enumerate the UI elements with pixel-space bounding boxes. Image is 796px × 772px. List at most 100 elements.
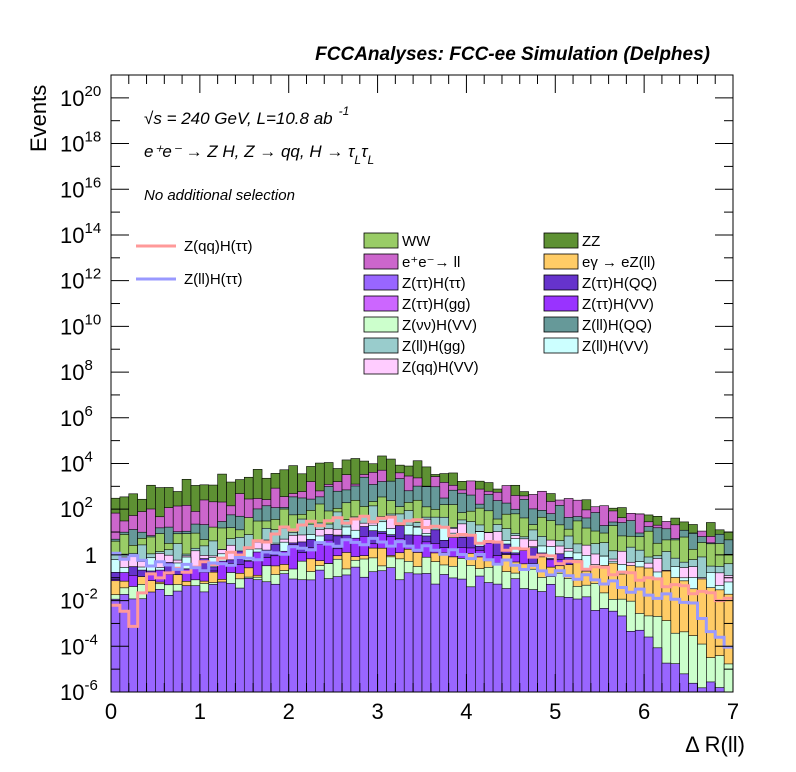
histogram-bar — [368, 571, 378, 693]
signal-line — [111, 536, 733, 649]
histogram-bar — [377, 570, 387, 693]
y-tick-label: 1020 — [60, 83, 101, 111]
histogram-bar — [412, 573, 423, 693]
histogram-bar — [359, 576, 369, 693]
y-tick-label: 1012 — [60, 266, 101, 294]
tau-subscript-2: L — [367, 153, 374, 167]
y-tick-label: 1 — [85, 543, 97, 568]
svg-text:√s = 240 GeV, L=10.8 ab-1: √s = 240 GeV, L=10.8 ab -1 — [144, 104, 349, 128]
legend-fill-swatch — [363, 316, 399, 333]
annotation-process: e⁺e⁻ → Z H, Z → qq, H → τLτL — [144, 142, 374, 167]
histogram-bar — [483, 582, 494, 693]
histogram-bar — [475, 575, 485, 693]
histogram-bar — [279, 573, 290, 693]
legend-fill-label: ZZ — [582, 233, 600, 250]
histogram-bar — [590, 610, 601, 693]
histogram-bar — [679, 673, 689, 693]
legend-fill-swatch — [543, 337, 579, 354]
histogram-bar — [252, 579, 263, 693]
signal-lines — [111, 514, 733, 649]
legend-fill-swatch — [363, 337, 399, 354]
legend-fill-label: Z(ll)H(QQ) — [582, 317, 652, 334]
histogram-bar — [626, 631, 636, 693]
histogram-bar — [315, 569, 325, 693]
histogram-bar — [617, 615, 627, 693]
annotation-energy: √s = 240 GeV, L=10.8 ab -1 — [144, 104, 349, 128]
legend-fill-swatch — [363, 232, 399, 249]
histogram-bar — [323, 578, 334, 693]
lumi-exponent: -1 — [339, 104, 350, 118]
histogram-bar — [466, 586, 476, 693]
histogram-bar — [697, 687, 707, 693]
legend-fill-label: Z(ττ)H(ττ) — [402, 275, 466, 292]
histogram-bar — [403, 572, 414, 693]
histogram-bar — [341, 574, 352, 693]
histogram-bar — [297, 579, 307, 693]
stacked-histogram — [110, 455, 734, 693]
histogram-bar — [395, 579, 405, 693]
legend-fill-label: Z(ττ)H(gg) — [402, 296, 471, 313]
histogram-bar — [430, 583, 441, 693]
y-tick-label: 106 — [60, 403, 93, 431]
legend-fill-label: Z(ττ)H(VV) — [582, 296, 654, 313]
legend-fill-swatch — [543, 295, 579, 312]
legend-fill-swatch — [543, 232, 579, 249]
histogram-bar — [332, 576, 343, 693]
x-axis-label: Δ R(ll) — [685, 732, 745, 757]
histogram-bar — [439, 574, 449, 693]
histogram-bar — [172, 590, 183, 693]
histogram-bar — [723, 663, 734, 693]
plot-frame — [110, 74, 734, 693]
y-tick-label: 102 — [60, 494, 93, 522]
legend-fill-label: e⁺e⁻→ ll — [402, 254, 460, 271]
histogram-bar — [652, 647, 663, 693]
x-tick-label: 2 — [283, 699, 295, 724]
histogram-bar — [519, 588, 529, 693]
histogram-bar — [501, 588, 512, 693]
legend-fill-swatch — [543, 274, 579, 291]
chart-title: FCCAnalyses: FCC-ee Simulation (Delphes) — [315, 44, 710, 65]
histogram-bar — [537, 591, 547, 693]
histogram-bar — [554, 596, 565, 693]
y-tick-label: 1010 — [60, 311, 101, 339]
histogram-bar — [714, 687, 725, 693]
histogram-bar — [643, 636, 654, 693]
y-axis-label: Events — [26, 85, 51, 152]
legend-fill-label: Z(ll)H(gg) — [402, 338, 465, 355]
legend-line-label: Z(qq)H(ττ) — [184, 238, 253, 255]
histogram-bar — [528, 589, 538, 693]
histogram-bar — [661, 662, 672, 693]
histogram-bar — [306, 579, 316, 693]
legend-fill-swatch — [363, 295, 399, 312]
histogram-bar — [608, 610, 618, 693]
histogram-bar — [510, 578, 521, 693]
tau-2-label: τ — [361, 142, 369, 161]
histogram-bar — [688, 682, 698, 693]
selection-label: No additional selection — [144, 187, 295, 204]
histogram-bar — [288, 578, 298, 693]
histogram-bar — [448, 577, 458, 693]
histogram-bar — [190, 585, 201, 693]
y-tick-label: 108 — [60, 357, 93, 385]
x-tick-label: 4 — [460, 699, 472, 724]
y-tick-label: 10-4 — [60, 631, 98, 659]
histogram-bar — [581, 596, 592, 693]
legend-fill-label: WW — [402, 233, 431, 250]
histogram-bar — [199, 591, 210, 693]
legend-line-label: Z(ll)H(ττ) — [184, 271, 243, 288]
legend-backgrounds: WW ZZ e⁺e⁻→ ll eγ → eZ(ll) Z(ττ)H(ττ) Z(ττ)H(… — [363, 232, 657, 376]
legend-fill-label: Z(ττ)H(QQ) — [582, 275, 657, 292]
legend-fill-swatch — [363, 358, 399, 375]
tau-subscript-1: L — [354, 153, 361, 167]
sqrt-s-label: √s — [144, 109, 162, 128]
histogram-bar — [235, 587, 245, 693]
histogram-bar — [146, 591, 156, 693]
y-tick-label: 104 — [60, 448, 93, 476]
histogram-bar — [599, 608, 609, 693]
histogram-bar — [386, 567, 396, 693]
x-tick-label: 0 — [105, 699, 117, 724]
histogram-bar — [421, 573, 432, 693]
legend-fill-label: eγ → eZ(ll) — [582, 254, 655, 271]
histogram-bar — [110, 598, 121, 693]
